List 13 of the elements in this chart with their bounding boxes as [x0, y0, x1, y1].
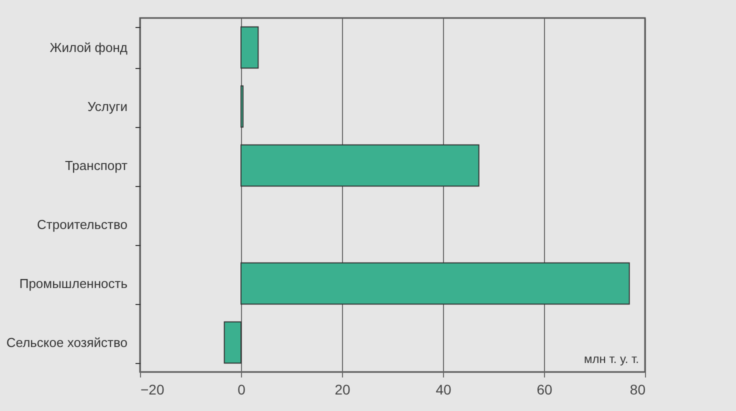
x-tick-label: 40 — [436, 382, 452, 398]
x-tick-label: −20 — [140, 382, 164, 398]
x-tick-label: 20 — [334, 382, 350, 398]
y-tick-label: Жилой фонд — [50, 40, 128, 55]
y-tick-label: Сельское хозяйство — [6, 335, 128, 350]
y-tick-label: Промышленность — [19, 276, 128, 291]
annotation: млн т. у. т. — [584, 352, 639, 366]
x-tick-label: 80 — [630, 382, 646, 398]
y-tick-label: Транспорт — [64, 158, 128, 173]
y-tick-label: Услуги — [88, 99, 128, 114]
x-tick-label: 60 — [536, 382, 552, 398]
x-tick-label: 0 — [238, 382, 246, 398]
y-tick-label: Строительство — [37, 217, 128, 232]
